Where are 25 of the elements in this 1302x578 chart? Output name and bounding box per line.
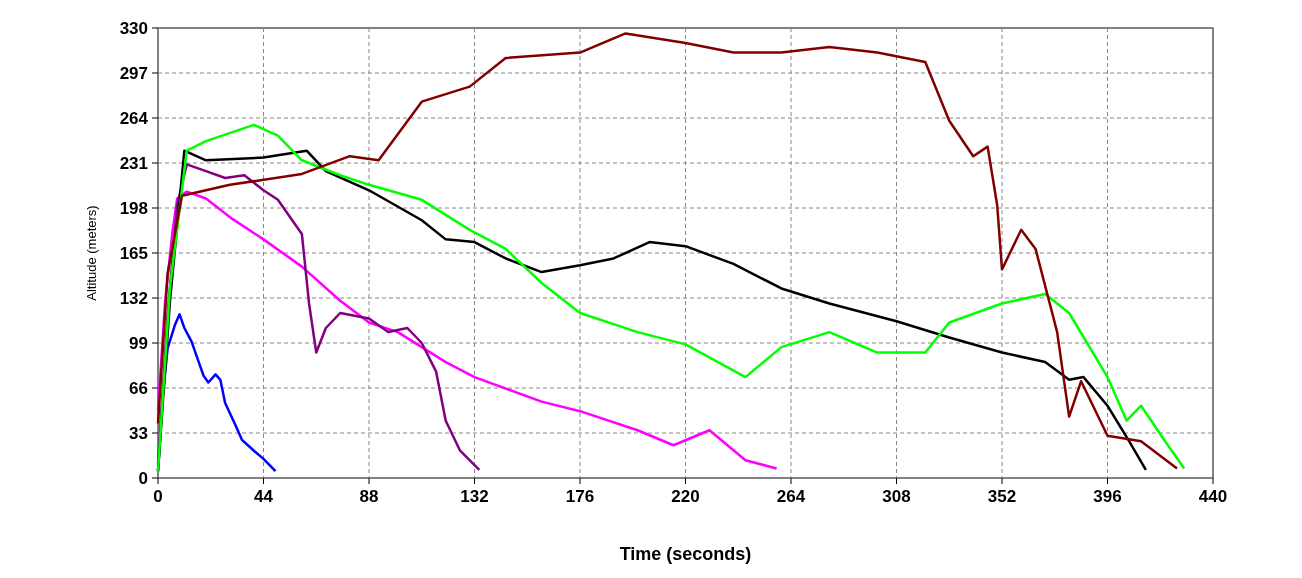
x-tick-label: 176 (565, 487, 595, 506)
x-tick-label: 0 (153, 487, 163, 506)
y-tick-label: 198 (119, 198, 148, 218)
x-tick-label: 132 (460, 487, 489, 506)
x-tick-label: 396 (1093, 487, 1122, 506)
y-tick-label: 0 (138, 468, 148, 488)
x-tick-label: 308 (882, 487, 911, 506)
y-tick-label: 99 (129, 333, 148, 353)
y-tick-label: 33 (129, 423, 148, 443)
x-tick-label: 44 (254, 487, 274, 506)
y-tick-label: 330 (119, 18, 148, 38)
y-tick-label: 231 (119, 153, 148, 173)
x-axis-title: Time (seconds) (619, 544, 752, 564)
x-tick-label: 88 (359, 487, 379, 506)
y-tick-label: 165 (119, 243, 148, 263)
line-series (156, 32, 1179, 470)
y-tick-label: 132 (119, 288, 148, 308)
x-tick-label: 264 (776, 487, 806, 506)
x-tick-label: 440 (1198, 487, 1228, 506)
y-tick-label: 66 (129, 378, 148, 398)
x-tick-label: 220 (671, 487, 700, 506)
y-tick-label: 264 (119, 108, 149, 128)
x-tick-label: 352 (987, 487, 1017, 506)
y-tick-label: 297 (119, 63, 148, 83)
y-axis-title: Altitude (meters) (84, 205, 99, 301)
